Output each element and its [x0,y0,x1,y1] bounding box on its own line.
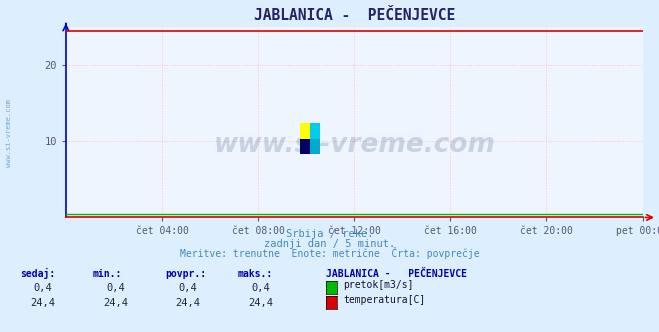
Text: www.si-vreme.com: www.si-vreme.com [214,132,495,158]
Text: Srbija / reke.: Srbija / reke. [286,229,373,239]
Title: JABLANICA -  PEČENJEVCE: JABLANICA - PEČENJEVCE [254,8,455,23]
Text: 0,4: 0,4 [179,283,197,292]
Text: temperatura[C]: temperatura[C] [343,295,426,305]
Text: pretok[m3/s]: pretok[m3/s] [343,280,414,290]
Text: sedaj:: sedaj: [20,268,55,279]
Text: 24,4: 24,4 [103,298,128,308]
Text: JABLANICA -   PEČENJEVCE: JABLANICA - PEČENJEVCE [326,269,467,279]
Text: www.si-vreme.com: www.si-vreme.com [5,99,12,167]
Text: Meritve: trenutne  Enote: metrične  Črta: povprečje: Meritve: trenutne Enote: metrične Črta: … [180,247,479,259]
Text: 24,4: 24,4 [248,298,273,308]
Text: 0,4: 0,4 [106,283,125,292]
Text: maks.:: maks.: [237,269,272,279]
Text: 0,4: 0,4 [34,283,52,292]
Text: povpr.:: povpr.: [165,269,206,279]
Text: 24,4: 24,4 [30,298,55,308]
Text: min.:: min.: [92,269,122,279]
Text: 24,4: 24,4 [175,298,200,308]
Text: zadnji dan / 5 minut.: zadnji dan / 5 minut. [264,239,395,249]
Text: 0,4: 0,4 [251,283,270,292]
